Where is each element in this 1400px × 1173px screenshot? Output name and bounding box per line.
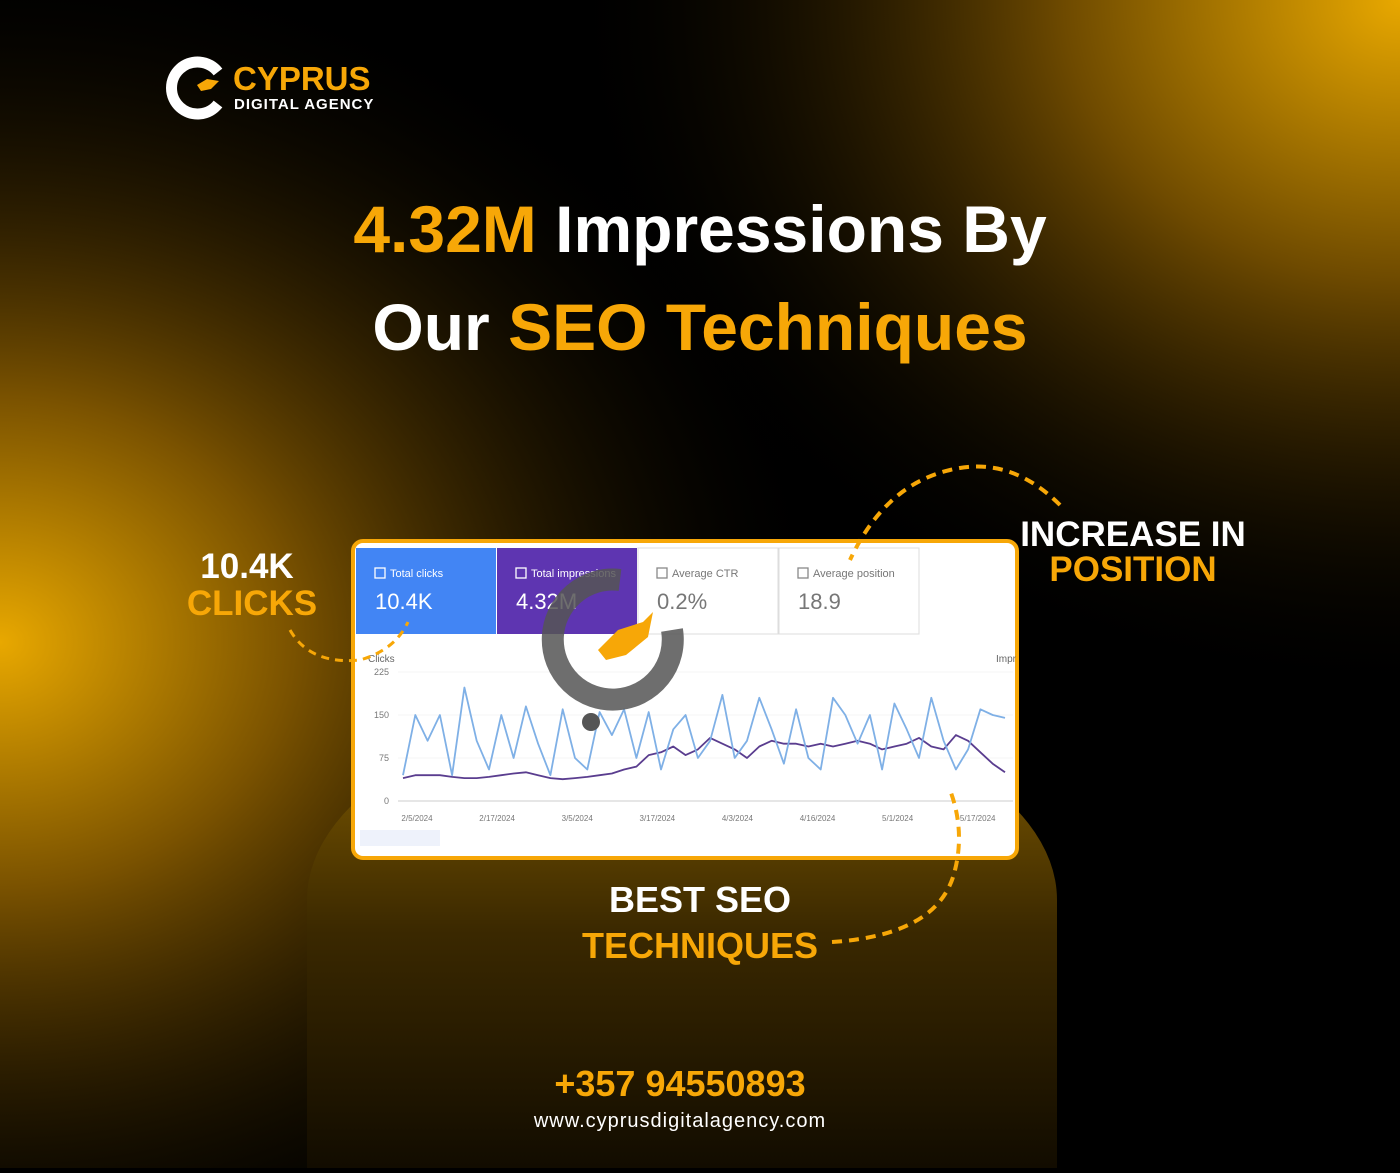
series-line [402,734,1006,781]
headline-highlight: SEO Techniques [508,290,1028,364]
arrow [288,621,410,663]
logo-icon [166,56,223,120]
watermark [598,612,653,660]
logo-icon [197,79,219,91]
metric-label: Total clicks [390,568,444,580]
checkbox [374,567,386,579]
x-tick-label: 2/5/2024 [401,814,433,823]
metric-label: Average CTR [672,568,738,580]
headline-text: Impressions By [555,192,1047,266]
x-tick-label: 4/3/2024 [722,814,754,823]
callout: POSITION [1049,550,1216,589]
callout: INCREASE IN [1020,515,1246,554]
logo-name: CYPRUS [233,60,371,97]
metric-value: 18.9 [798,589,841,614]
axis-label: Impr [996,654,1017,665]
x-tick-label: 3/17/2024 [640,814,676,823]
metric-value: 0.2% [657,589,707,614]
watermark [541,568,684,711]
y-tick-label: 0 [384,796,389,806]
website: www.cyprusdigitalagency.com [533,1110,826,1132]
checkbox [797,567,809,579]
headline-text: Our [372,290,489,364]
arrow [848,464,1062,561]
logo-tagline: DIGITAL AGENCY [234,96,374,113]
callout: 10.4K [200,547,293,586]
headline: Our SEO Techniques [372,290,1027,364]
x-tick-label: 5/1/2024 [882,814,914,823]
metric-tile [778,547,920,635]
metric-label: Average position [813,568,895,580]
callout: TECHNIQUES [582,925,818,966]
checkbox [656,567,668,579]
x-tick-label: 4/16/2024 [800,814,836,823]
y-tick-label: 150 [374,710,389,720]
metric-value: 10.4K [375,589,433,614]
arrow [831,789,961,944]
series-line [402,686,1006,777]
axis-label: Clicks [368,654,395,665]
logo: CYPRUS DIGITAL AGENCY [166,56,374,120]
y-tick-label: 75 [379,753,389,763]
x-tick-label: 2/17/2024 [479,814,515,823]
watermark [582,713,600,731]
scrollbar [360,830,440,846]
headline: 4.32M Impressions By [353,192,1047,266]
checkbox [515,567,527,579]
headline-highlight: 4.32M [353,192,536,266]
x-tick-label: 3/5/2024 [562,814,594,823]
phone: +357 94550893 [554,1063,805,1104]
metric-tile [356,548,496,634]
metric-tile [637,547,779,635]
callout: BEST SEO [609,879,791,920]
x-tick-label: 5/17/2024 [960,814,996,823]
callout: CLICKS [187,584,317,623]
y-tick-label: 225 [374,667,389,677]
